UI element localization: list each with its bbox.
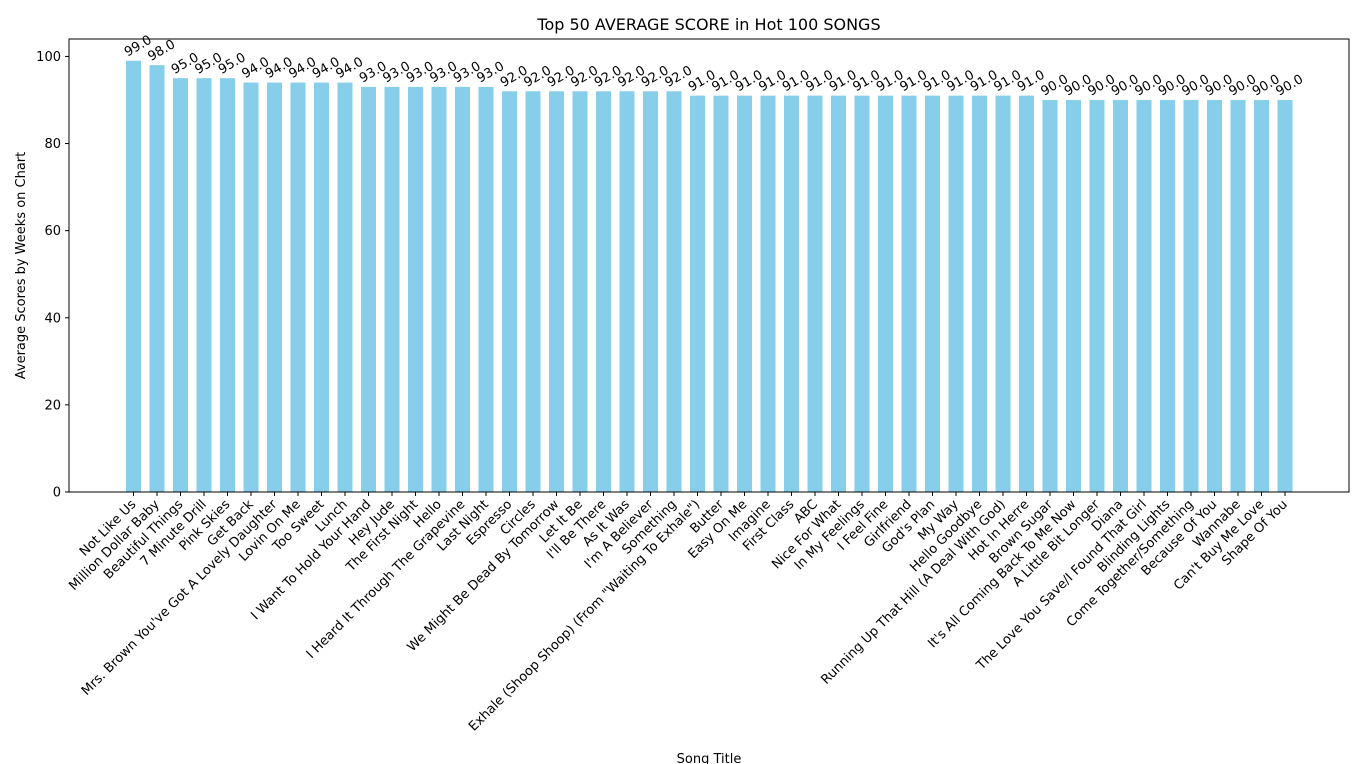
- bar: [173, 78, 188, 492]
- y-axis: 0 20 40 60 80 100: [36, 50, 69, 501]
- bar: [831, 95, 846, 493]
- bar: [1254, 99, 1269, 492]
- bar: [384, 86, 400, 492]
- bar: [243, 82, 259, 492]
- bar: [314, 82, 329, 492]
- bar: [643, 91, 658, 493]
- chart-title: Top 50 AVERAGE SCORE in Hot 100 SONGS: [536, 15, 880, 34]
- y-tick-label: 80: [44, 137, 61, 152]
- bar: [1183, 99, 1199, 492]
- bar: [878, 95, 893, 493]
- bar: [1089, 99, 1105, 492]
- bar: [337, 82, 353, 492]
- bar: [572, 91, 588, 493]
- bar: [478, 86, 494, 492]
- bar: [1019, 95, 1034, 493]
- bar: [690, 95, 705, 493]
- bar: [549, 91, 564, 493]
- bar: [619, 91, 635, 493]
- bar: [995, 95, 1011, 493]
- bar: [1066, 99, 1081, 492]
- bar: [713, 95, 729, 493]
- y-tick-label: 20: [44, 398, 61, 413]
- bar: [948, 95, 964, 493]
- bar: [666, 91, 682, 493]
- bar: [220, 78, 235, 492]
- bar: [784, 95, 799, 493]
- bar: [1113, 99, 1128, 492]
- y-tick-label: 40: [44, 311, 61, 326]
- bar-value-label: 90.0: [1274, 72, 1307, 99]
- bar: [925, 95, 940, 493]
- bar: [126, 60, 141, 492]
- bar: [596, 91, 611, 493]
- bar: [1160, 99, 1175, 492]
- bar: [901, 95, 917, 493]
- bar: [361, 86, 376, 492]
- y-tick-label: 60: [44, 224, 61, 239]
- bar: [1230, 99, 1246, 492]
- y-axis-label: Average Scores by Weeks on Chart: [14, 152, 29, 379]
- bar: [760, 95, 776, 493]
- bar: [854, 95, 870, 493]
- plot-frame: [68, 38, 1350, 493]
- bar: [502, 91, 517, 493]
- bar: [1136, 99, 1152, 492]
- bar: [737, 95, 752, 493]
- bar: [1207, 99, 1222, 492]
- bar: [408, 86, 423, 492]
- bars-group: [126, 60, 1293, 493]
- bar: [196, 78, 212, 492]
- bar: [972, 95, 987, 493]
- bar: [431, 86, 447, 492]
- bar: [290, 82, 306, 492]
- bar: [455, 86, 470, 492]
- y-tick-label: 100: [36, 50, 61, 65]
- bar: [1042, 99, 1058, 492]
- bar: [1277, 99, 1293, 492]
- bar: [149, 65, 165, 492]
- bar: [267, 82, 282, 492]
- bar: [807, 95, 823, 493]
- bar: [525, 91, 541, 493]
- x-axis-label: Song Title: [677, 752, 742, 764]
- y-tick-label: 0: [53, 486, 61, 501]
